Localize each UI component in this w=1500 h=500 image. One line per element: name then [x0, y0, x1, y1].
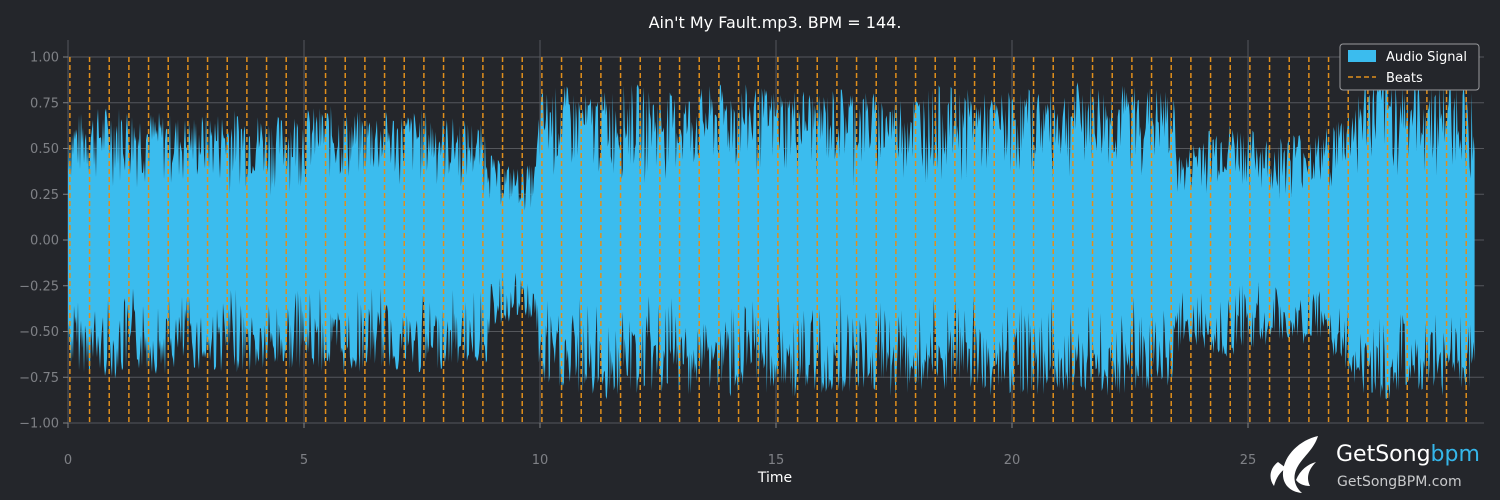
x-tick-label: 0 — [64, 453, 72, 468]
x-tick-label: 25 — [1240, 453, 1257, 468]
watermark-brand: GetSongbpm — [1336, 442, 1480, 467]
audio-signal-area — [68, 76, 1475, 400]
watermark-brand-accent: bpm — [1431, 442, 1480, 467]
y-tick-label: 0.50 — [30, 142, 59, 157]
watermark-brand-main: GetSong — [1336, 442, 1431, 467]
audio-signal-series — [68, 76, 1475, 400]
x-tick-label: 10 — [532, 453, 549, 468]
y-tick-label: 1.00 — [30, 51, 59, 66]
y-tick-label: −0.50 — [19, 325, 59, 340]
watermark-url: GetSongBPM.com — [1337, 474, 1462, 490]
watermark: GetSongbpm GetSongBPM.com — [1270, 436, 1480, 493]
legend-label-signal: Audio Signal — [1386, 50, 1467, 65]
x-tick-label: 5 — [300, 453, 308, 468]
legend-swatch-signal — [1348, 50, 1376, 62]
x-axis-label: Time — [757, 470, 792, 486]
y-tick-label: 0.00 — [30, 234, 59, 249]
y-tick-label: 0.75 — [30, 96, 59, 111]
y-tick-label: −0.75 — [19, 371, 59, 386]
y-tick-label: −0.25 — [19, 279, 59, 294]
y-tick-label: −1.00 — [19, 417, 59, 432]
y-tick-label: 0.25 — [30, 188, 59, 203]
x-tick-label: 20 — [1004, 453, 1021, 468]
axes: 1.00 0.75 0.50 0.25 0.00 −0.25 −0.50 −0.75 −1.00… — [19, 51, 1256, 469]
beat-markers — [69, 57, 1467, 423]
legend: Audio Signal Beats — [1339, 43, 1480, 91]
bird-logo-icon — [1270, 436, 1318, 493]
x-tick-label: 15 — [768, 453, 785, 468]
chart-title: Ain't My Fault.mp3. BPM = 144. — [649, 13, 902, 32]
legend-label-beats: Beats — [1386, 71, 1423, 86]
